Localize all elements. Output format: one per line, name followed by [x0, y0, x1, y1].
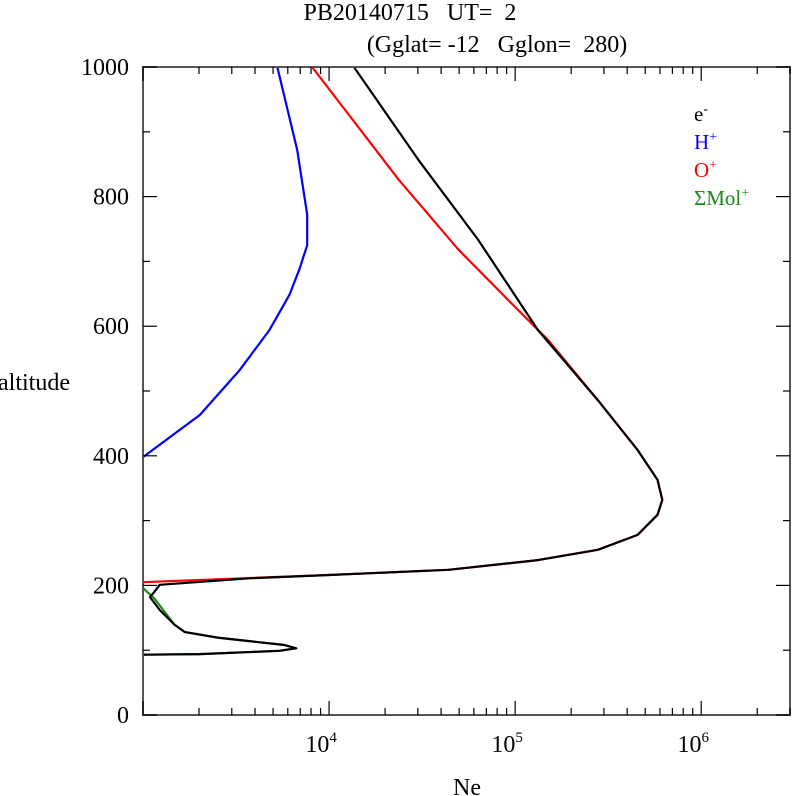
legend-entry: H+ [694, 130, 717, 154]
chart-subtitle: (Gglat= -12 Gglon= 280) [367, 32, 627, 58]
legend-entry: e- [694, 102, 708, 126]
x-tick-label: 105 [491, 730, 523, 758]
chart-title: PB20140715 UT= 2 [304, 0, 517, 26]
legend-entry: O+ [694, 158, 717, 182]
y-axis-label: altitude [0, 370, 70, 396]
plot-frame [142, 66, 791, 716]
y-tick-label: 800 [93, 185, 129, 211]
y-tick-label: 1000 [81, 55, 129, 81]
y-tick-label: 0 [117, 703, 129, 729]
legend-entry: ΣMol+ [694, 186, 749, 210]
series-line-h [142, 66, 309, 458]
x-tick-label: 106 [677, 730, 709, 758]
x-tick-label: 104 [305, 730, 337, 758]
x-axis-label: Ne [453, 775, 481, 796]
y-tick-label: 600 [93, 314, 129, 340]
series-line-e [142, 66, 664, 656]
series-line-o [142, 66, 664, 584]
y-tick-label: 400 [93, 444, 129, 470]
y-tick-label: 200 [93, 573, 129, 599]
